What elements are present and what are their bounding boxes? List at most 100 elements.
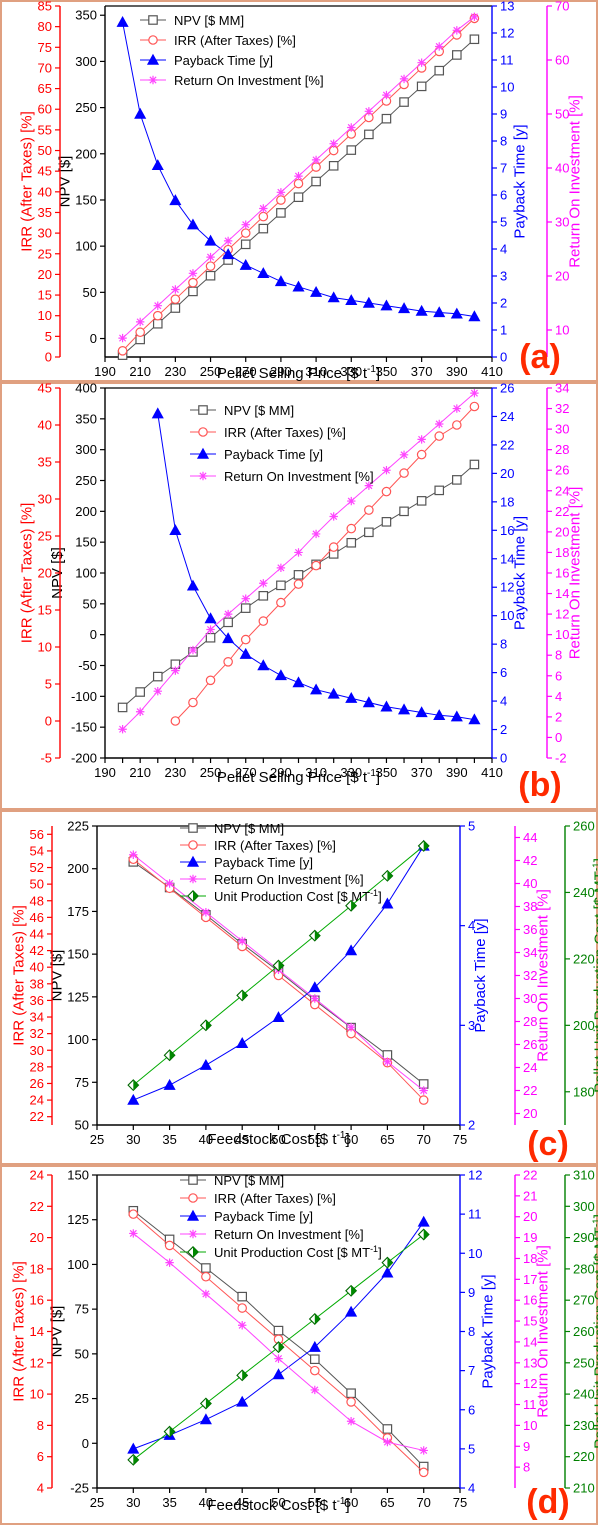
irr-tick-label: 30 [30, 1043, 44, 1058]
npv-point [240, 239, 251, 250]
roi-point [383, 1437, 392, 1447]
irr-tick-label: 14 [30, 1324, 44, 1339]
roi-tick-label: 14 [555, 586, 569, 601]
panel-border [0, 382, 598, 810]
npv-tick-label: -50 [78, 658, 97, 673]
pbt-point [417, 1215, 430, 1227]
roi-point [347, 123, 356, 132]
pbt-point [362, 696, 375, 708]
roi-tick-label: 11 [523, 1397, 537, 1412]
roi-point [238, 936, 247, 946]
npv-point [276, 208, 286, 218]
x-tick-label: 25 [90, 1132, 104, 1147]
npv-axis-title: NPV [$] [48, 950, 65, 1002]
irr-point [205, 261, 216, 271]
npv-tick-label: 150 [67, 1168, 89, 1183]
npv-tick-label: 200 [67, 861, 89, 876]
roi-point [118, 333, 127, 343]
irr-tick-label: 35 [38, 205, 52, 220]
npv-tick-label: 50 [75, 1118, 89, 1133]
roi-point [470, 388, 479, 398]
irr-tick-label: 24 [30, 1168, 44, 1183]
irr-tick-label: 40 [38, 418, 52, 433]
irr-tick-label: 18 [30, 1261, 44, 1276]
panel-label: (b) [518, 766, 561, 804]
npv-point [364, 129, 374, 140]
x-tick-label: 25 [90, 1495, 104, 1510]
roi-point [310, 1385, 319, 1395]
irr-tick-label: 40 [30, 960, 44, 975]
irr-tick-label: 28 [30, 1059, 44, 1074]
irr-tick-label: 52 [30, 860, 44, 875]
pbt-point [163, 1078, 176, 1090]
roi-point [153, 686, 162, 696]
pbt-point [222, 632, 235, 644]
legend-marker [188, 1229, 198, 1239]
irr-tick-label: 20 [30, 1230, 44, 1245]
roi-point [419, 1446, 428, 1455]
npv-tick-label: -25 [70, 1481, 89, 1496]
pbt-tick-label: 8 [468, 1324, 475, 1339]
irr-axis-title: IRR (After Taxes) [%] [11, 905, 28, 1046]
series-roi [129, 850, 428, 1095]
roi-tick-label: 44 [523, 830, 537, 845]
roi-point [294, 171, 303, 181]
legend-marker [186, 1209, 200, 1221]
irr-point [276, 597, 286, 608]
roi-point [364, 107, 374, 116]
upc-tick-label: 200 [573, 1018, 595, 1033]
roi-tick-label: 40 [523, 876, 537, 891]
series-upc [127, 839, 430, 1092]
pbt-tick-label: 18 [500, 494, 514, 509]
npv-point [434, 65, 445, 76]
irr-tick-label: -5 [40, 751, 52, 766]
irr-tick-label: 22 [30, 1199, 44, 1214]
npv-tick-label: 225 [67, 819, 89, 834]
npv-tick-label: 200 [75, 146, 97, 161]
legend-label: Return On Investment [%] [214, 1227, 364, 1242]
npv-point [452, 50, 462, 60]
pbt-point [169, 194, 182, 206]
roi-axis-title: Return On Investment [%] [534, 889, 551, 1062]
legend-marker [188, 1193, 198, 1203]
pbt-point [292, 676, 305, 688]
irr-tick-label: 38 [30, 976, 44, 991]
roi-axis-title: Return On Investment [%] [566, 487, 583, 660]
irr-tick-label: 20 [38, 267, 52, 282]
npv-point [346, 145, 357, 155]
irr-tick-label: 48 [30, 893, 44, 908]
x-axis-title: Feedstock Cost [$ t-1] [207, 1496, 349, 1514]
pbt-tick-label: 7 [500, 161, 507, 176]
roi-tick-label: 4 [555, 689, 562, 704]
pbt-point [272, 1368, 285, 1380]
npv-point [276, 580, 286, 591]
panel-border [0, 1165, 598, 1525]
irr-tick-label: 75 [38, 40, 52, 55]
roi-tick-label: 6 [555, 668, 562, 683]
pbt-tick-label: 10 [500, 608, 514, 623]
pbt-tick-label: 6 [500, 188, 507, 203]
irr-point [293, 579, 304, 589]
roi-tick-label: 21 [523, 1188, 537, 1203]
legend: NPV [$ MM] IRR (After Taxes) [%] Payback T… [180, 1173, 382, 1260]
npv-tick-label: 350 [75, 411, 97, 426]
legend-label: Payback Time [y] [214, 1209, 313, 1224]
irr-point [346, 523, 357, 534]
pbt-point [345, 1305, 358, 1317]
npv-point [434, 485, 445, 496]
irr-axis-title: IRR (After Taxes) [%] [19, 503, 36, 644]
x-tick-label: 35 [162, 1132, 176, 1147]
pbt-point [186, 218, 200, 230]
npv-tick-label: 100 [75, 239, 97, 254]
legend-label: Unit Production Cost [$ MT-1] [214, 888, 382, 904]
legend-label: IRR (After Taxes) [%] [174, 33, 296, 48]
npv-tick-label: 250 [75, 473, 97, 488]
pbt-point [151, 407, 164, 419]
npv-point [381, 517, 392, 527]
npv-point [258, 223, 269, 234]
legend: NPV [$ MM] IRR (After Taxes) [%] Payback T… [190, 403, 374, 484]
roi-point [241, 594, 250, 603]
roi-point [118, 725, 127, 734]
pbt-tick-label: 10 [468, 1246, 482, 1261]
